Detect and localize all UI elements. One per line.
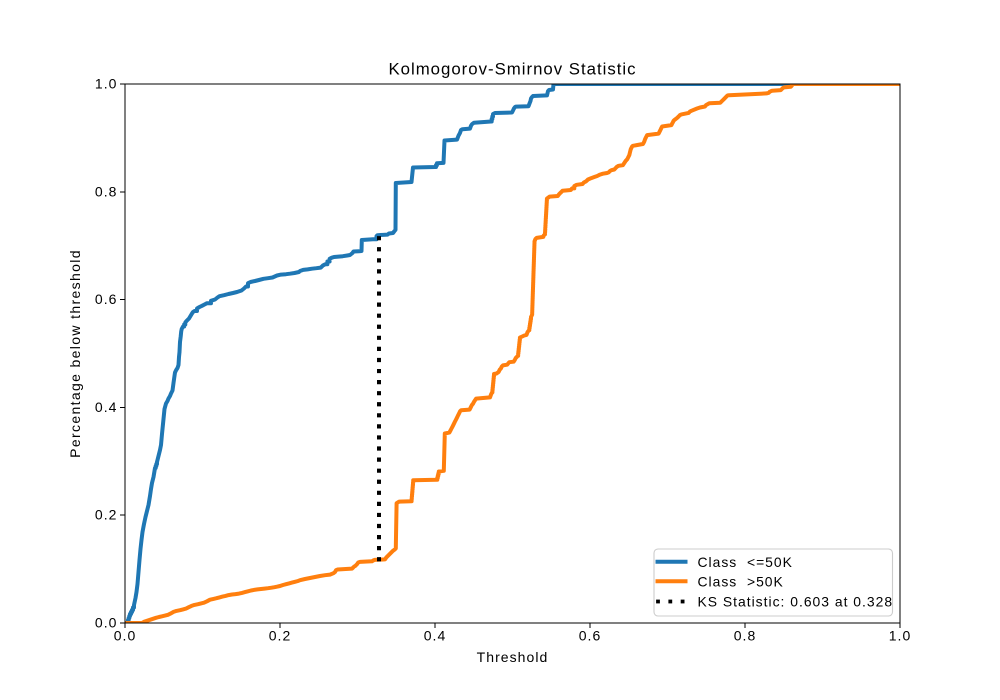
svg-text:0.2: 0.2 (269, 628, 292, 644)
svg-text:Class <=50K: Class <=50K (698, 554, 793, 570)
svg-text:0.4: 0.4 (424, 628, 447, 644)
svg-text:Class >50K: Class >50K (698, 573, 784, 589)
svg-text:Threshold: Threshold (477, 649, 549, 665)
svg-text:0.8: 0.8 (734, 628, 757, 644)
svg-text:0.6: 0.6 (95, 291, 118, 307)
svg-text:0.0: 0.0 (95, 615, 118, 631)
svg-text:0.8: 0.8 (95, 183, 118, 199)
svg-text:1.0: 1.0 (95, 76, 118, 92)
svg-text:Kolmogorov-Smirnov Statistic: Kolmogorov-Smirnov Statistic (388, 59, 636, 78)
svg-text:0.2: 0.2 (95, 507, 118, 523)
svg-text:KS Statistic: 0.603 at 0.328: KS Statistic: 0.603 at 0.328 (698, 594, 894, 610)
svg-text:1.0: 1.0 (889, 628, 912, 644)
svg-text:Percentage below threshold: Percentage below threshold (67, 249, 83, 458)
svg-text:0.6: 0.6 (579, 628, 602, 644)
svg-text:0.0: 0.0 (114, 628, 137, 644)
svg-text:0.4: 0.4 (95, 399, 118, 415)
